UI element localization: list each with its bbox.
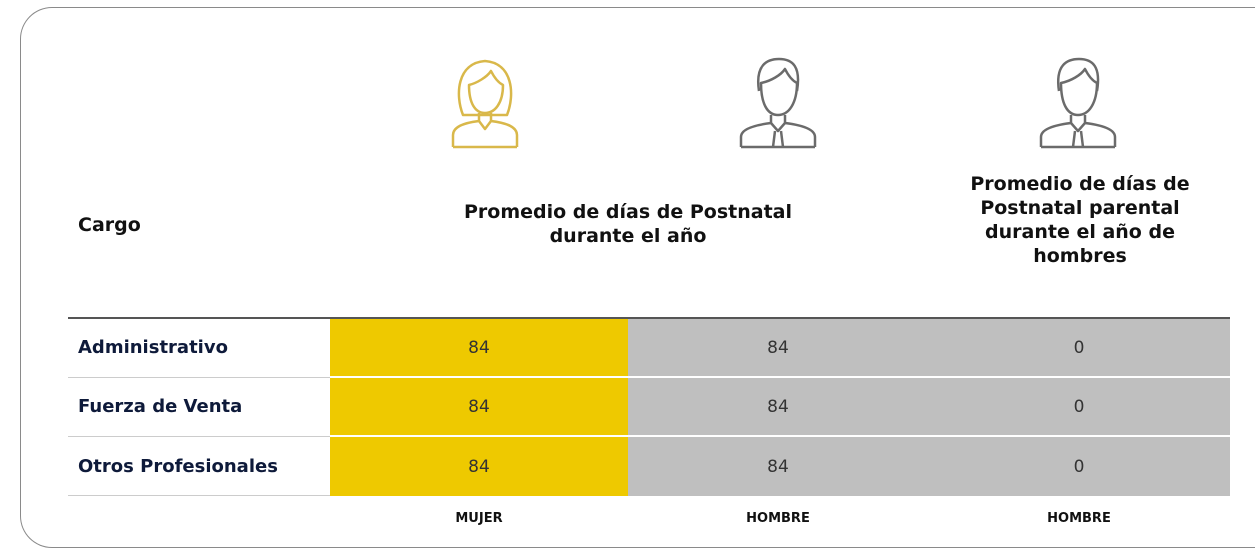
- header-parental: Promedio de días de Postnatal parental d…: [970, 173, 1190, 267]
- bottom-rule: [68, 495, 330, 496]
- header-rule: [68, 317, 1230, 319]
- table-cell: 84: [628, 319, 928, 376]
- table-cell: 84: [628, 378, 928, 435]
- footer-label: MUJER: [455, 511, 503, 526]
- row-rule: [68, 377, 330, 378]
- row-label: Administrativo: [78, 337, 228, 358]
- header-cargo: Cargo: [78, 214, 141, 236]
- table-cell: 0: [928, 378, 1230, 435]
- table-cell: 0: [928, 319, 1230, 376]
- man-icon: [739, 57, 817, 149]
- row-label: Fuerza de Venta: [78, 396, 243, 417]
- header-group: Promedio de días de Postnatal durante el…: [463, 201, 792, 247]
- footer-label: HOMBRE: [1047, 511, 1111, 526]
- table-cell: 84: [628, 437, 928, 496]
- footer-label: HOMBRE: [746, 511, 810, 526]
- man-icon: [1039, 57, 1117, 149]
- frame: [20, 7, 1255, 548]
- table-cell: 84: [330, 378, 628, 435]
- woman-icon: [451, 59, 519, 149]
- row-rule: [68, 436, 330, 437]
- table-cell: 0: [928, 437, 1230, 496]
- table-cell: 84: [330, 319, 628, 376]
- row-label: Otros Profesionales: [78, 456, 278, 477]
- table-cell: 84: [330, 437, 628, 496]
